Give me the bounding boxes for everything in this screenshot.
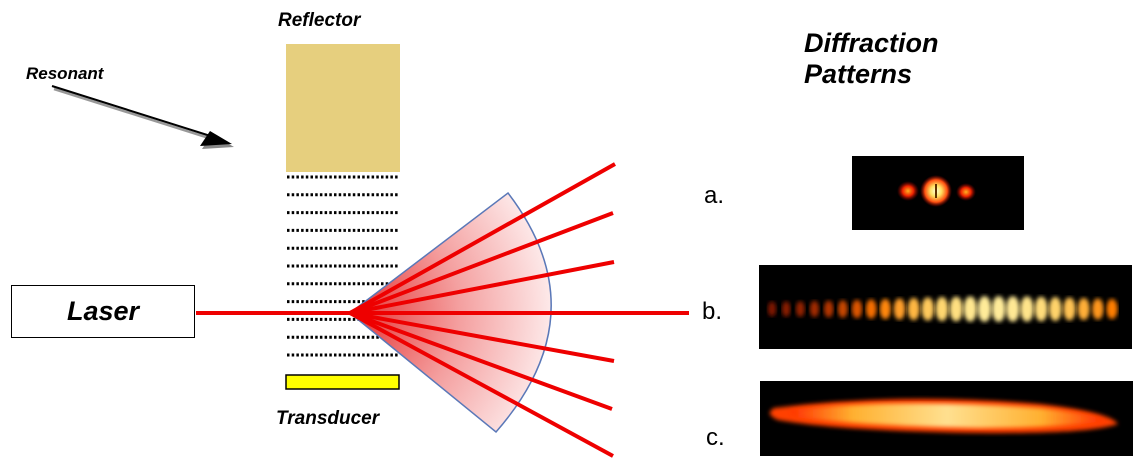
beam-7 [349, 311, 614, 458]
fringe-spot [837, 300, 848, 318]
reflector-label: Reflector [278, 10, 361, 31]
fringe-spot [907, 297, 920, 321]
resonant-label: Resonant [26, 64, 104, 83]
fringe-spot [1005, 296, 1020, 322]
fringe-spot [1063, 297, 1076, 321]
reflector-block [286, 44, 400, 172]
diffraction-pattern-b [759, 265, 1132, 349]
fringe-spot [949, 296, 963, 322]
transducer-block [285, 374, 400, 390]
laser-box: Laser [11, 285, 195, 338]
fringe-spot [963, 296, 978, 322]
diffraction-title-line-2: Patterns [804, 59, 913, 89]
fringe-spot [1020, 296, 1034, 322]
fringe-spot [1106, 298, 1118, 320]
pattern-c-label: c. [706, 424, 725, 451]
fringe-spot [865, 299, 877, 319]
pattern-a-label: a. [704, 182, 725, 209]
transducer-label: Transducer [276, 408, 380, 429]
fringe-spot [977, 296, 992, 322]
diffraction-pattern-a [852, 156, 1024, 230]
fringe-spot [1034, 296, 1048, 322]
fringe-spot [809, 300, 820, 318]
diffraction-title-line-1: Diffraction [804, 28, 939, 58]
fringe-spot [893, 298, 906, 320]
beam-2 [349, 211, 614, 315]
diffraction-pattern-c [760, 381, 1133, 456]
fringe-spot [921, 297, 935, 321]
beam-1 [349, 162, 616, 315]
arrow-icon [51, 85, 234, 149]
pattern-b-label: b. [702, 298, 723, 325]
beam-6 [349, 311, 613, 411]
diffracted-beams [349, 162, 689, 458]
fringe-spot [851, 299, 863, 319]
fringe-spot [767, 301, 777, 317]
fringe-spot [1092, 298, 1104, 320]
fringe-spot [935, 296, 949, 322]
fringe-spot [781, 301, 791, 317]
fringe-spot [823, 300, 834, 318]
fringe-spot [795, 301, 805, 317]
beam-3 [349, 260, 615, 315]
laser-label: Laser [66, 296, 140, 326]
fringe-spot [1077, 297, 1090, 321]
beam-5 [349, 311, 615, 363]
fringe-spot [991, 296, 1006, 322]
fringe-spot [879, 298, 891, 320]
fringe-spot [1048, 296, 1062, 322]
diffraction-patterns-title: Diffraction Patterns [804, 28, 939, 90]
